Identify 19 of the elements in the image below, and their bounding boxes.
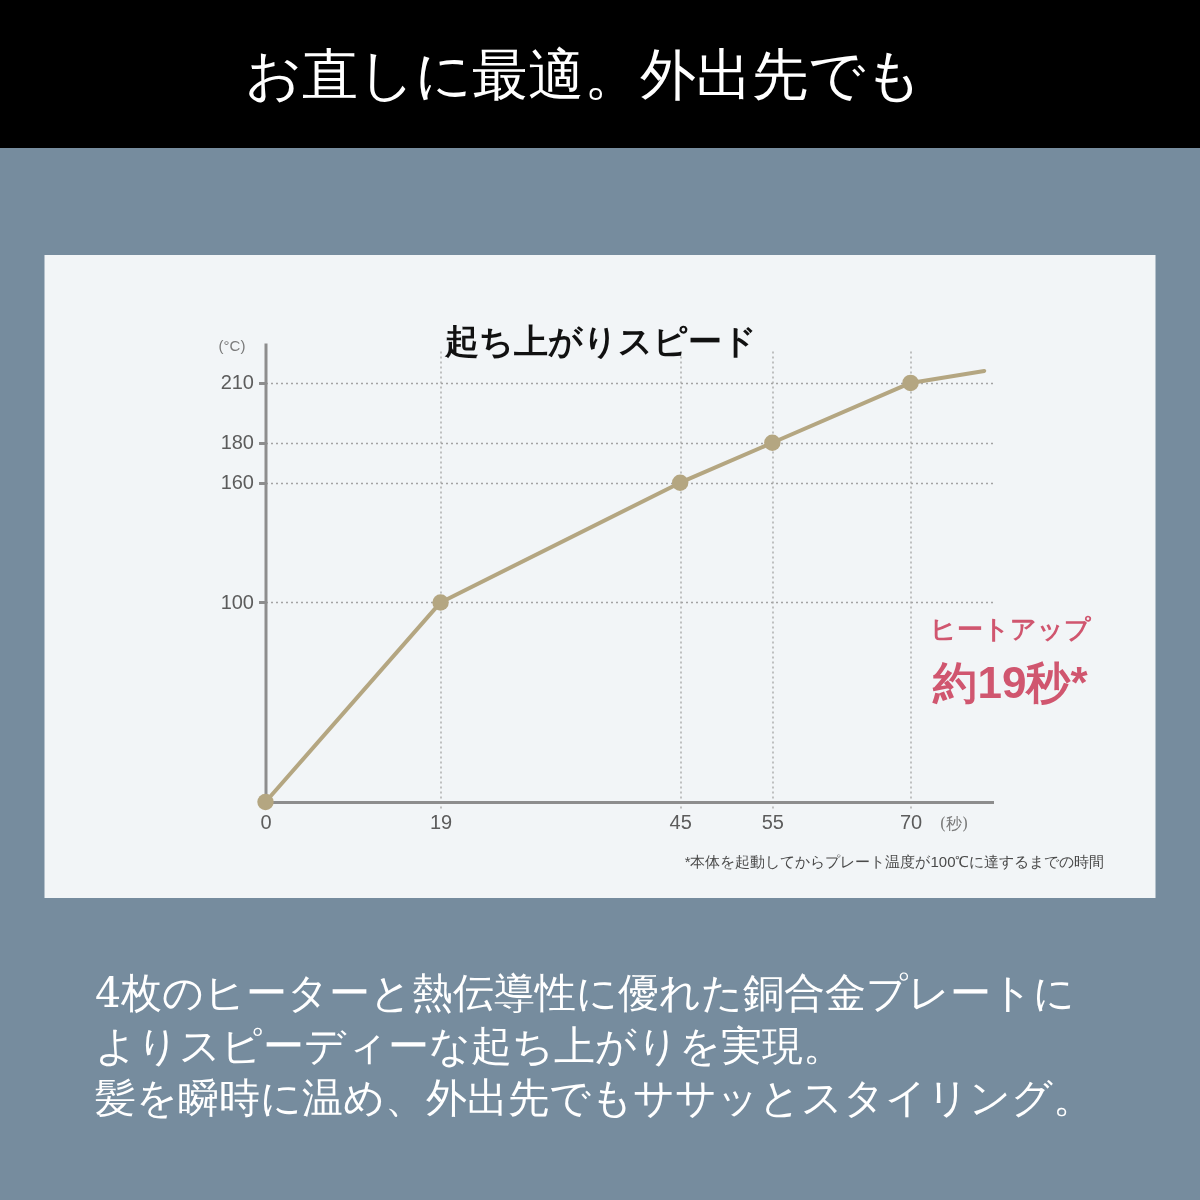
chart-subtitle: 起ち上がりスピード: [443, 322, 757, 360]
x-tick-label: 45: [669, 810, 692, 833]
y-tick-label: 160: [220, 471, 254, 494]
x-tick-label: 19: [429, 810, 453, 833]
text: 髪を瞬時に温め、外出先でもササッとスタイリング。: [95, 1074, 1094, 1122]
y-tick-label: 100: [220, 590, 254, 613]
x-axis-title: (秒): [939, 813, 969, 833]
text: 4枚のヒーターと熱伝導性に優れた銅合金プレートに: [95, 969, 1076, 1017]
x-tick-label: 55: [761, 810, 784, 833]
y-tick-label: 210: [220, 371, 254, 394]
x-tick-label: 70: [899, 810, 923, 833]
text: *本体を起動してからプレート温度が100℃に達するまでの時間: [684, 853, 1105, 870]
y-tick-label: 180: [220, 431, 254, 454]
chart-title: お直しに最適。外出先でも: [244, 42, 922, 107]
annotation: ヒートアップ: [930, 614, 1092, 644]
x-tick-label: 0: [260, 810, 272, 833]
text: よりスピーディーな起ち上がりを実現。: [95, 1022, 844, 1070]
y-axis-title: (°C): [218, 336, 246, 354]
annotation: 約19秒*: [932, 658, 1089, 707]
